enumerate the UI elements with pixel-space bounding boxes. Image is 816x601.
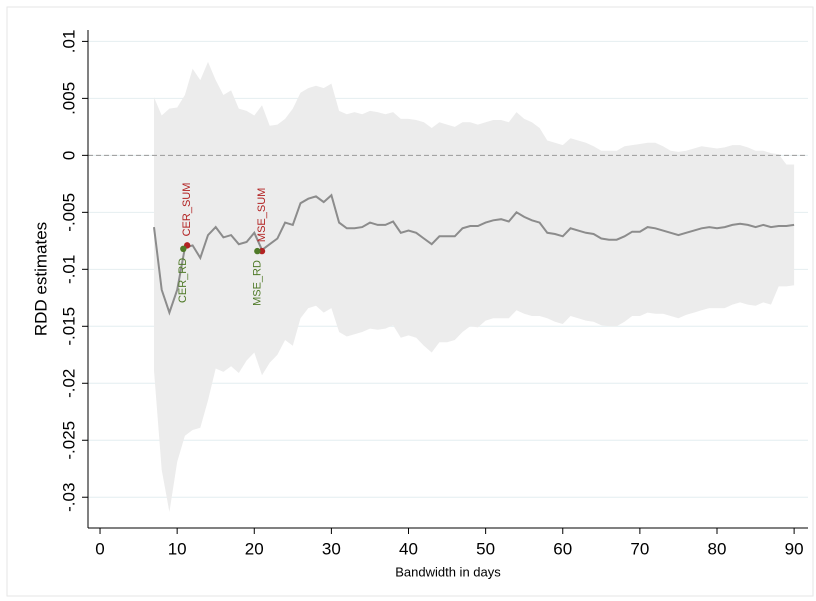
y-tick-label: -.02 — [59, 369, 78, 398]
point-label: CER_RD — [177, 258, 189, 303]
x-tick-label: 50 — [476, 539, 495, 558]
confidence-band — [154, 61, 795, 513]
y-tick-label: -.025 — [59, 421, 78, 460]
point-label: MSE_RD — [251, 260, 263, 306]
x-tick-label: 70 — [630, 539, 649, 558]
x-tick-label: 30 — [322, 539, 341, 558]
estimate-line — [153, 193, 795, 316]
point-label: MSE_SUM — [256, 188, 268, 242]
x-tick-label: 40 — [399, 539, 418, 558]
y-axis-title: RDD estimates — [31, 222, 50, 336]
x-tick-label: 60 — [553, 539, 572, 558]
y-tick-label: -.03 — [59, 483, 78, 512]
y-tick-label: 0 — [59, 151, 78, 160]
x-tick-label: 20 — [245, 539, 264, 558]
y-tick-label: .01 — [59, 30, 78, 54]
y-tick-label: -.005 — [59, 193, 78, 232]
y-tick-label: -.01 — [59, 255, 78, 284]
x-axis-title: Bandwidth in days — [395, 564, 501, 579]
x-tick-label: 0 — [95, 539, 104, 558]
x-tick-label: 90 — [785, 539, 804, 558]
y-tick-label: .005 — [59, 82, 78, 115]
bandwidth-point — [180, 245, 187, 253]
x-tick-label: 10 — [168, 539, 187, 558]
bandwidth-point — [258, 247, 266, 255]
x-tick-label: 80 — [708, 539, 727, 558]
point-label: CER_SUM — [181, 183, 193, 237]
bandwidth-point — [254, 247, 261, 255]
y-tick-label: -.015 — [59, 307, 78, 346]
